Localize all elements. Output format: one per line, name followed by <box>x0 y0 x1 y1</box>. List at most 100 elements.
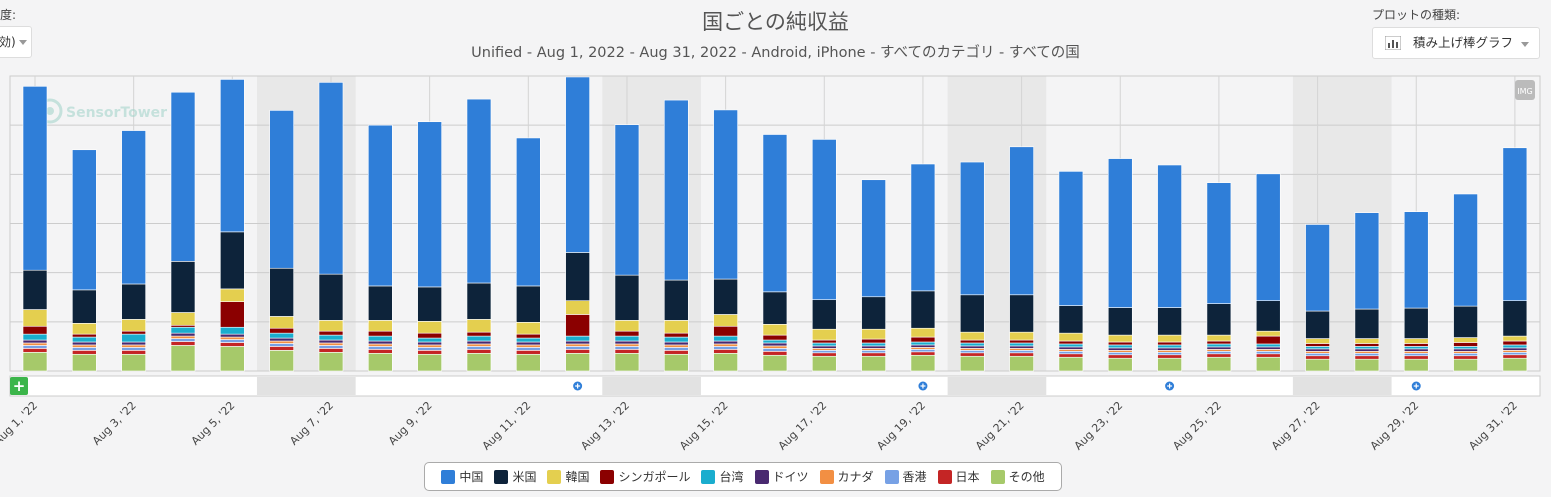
bar-segment[interactable] <box>121 130 146 285</box>
bar-segment[interactable] <box>1058 353 1084 358</box>
bar-segment[interactable] <box>663 350 689 355</box>
bar-segment[interactable] <box>1058 346 1084 350</box>
bar-segment[interactable] <box>318 345 344 349</box>
bar-stack[interactable] <box>121 130 146 372</box>
bar-stack[interactable] <box>910 163 936 372</box>
bar-segment[interactable] <box>1502 335 1528 342</box>
bar-segment[interactable] <box>1206 351 1232 355</box>
bar-segment[interactable] <box>1009 355 1034 372</box>
bar-segment[interactable] <box>861 355 886 372</box>
bar-segment[interactable] <box>811 299 837 330</box>
legend-item[interactable]: ドイツ <box>754 468 809 485</box>
bar-segment[interactable] <box>1009 339 1034 344</box>
bar-segment[interactable] <box>1354 355 1380 360</box>
add-annotation-button[interactable]: + <box>10 377 28 395</box>
bar-segment[interactable] <box>1157 357 1182 372</box>
bar-segment[interactable] <box>220 288 245 302</box>
bar-segment[interactable] <box>1255 173 1281 301</box>
bar-stack[interactable] <box>811 139 837 372</box>
bar-segment[interactable] <box>318 330 344 336</box>
bar-segment[interactable] <box>72 347 97 351</box>
bar-segment[interactable] <box>72 149 97 291</box>
bar-segment[interactable] <box>368 352 393 372</box>
bar-segment[interactable] <box>1255 300 1281 332</box>
bar-segment[interactable] <box>515 333 541 339</box>
bar-segment[interactable] <box>1403 211 1429 309</box>
bar-segment[interactable] <box>515 341 541 346</box>
bar-segment[interactable] <box>220 346 245 372</box>
bar-stack[interactable] <box>1354 212 1380 372</box>
bar-segment[interactable] <box>1305 338 1330 344</box>
bar-segment[interactable] <box>811 345 837 349</box>
bar-segment[interactable] <box>368 343 393 347</box>
bar-segment[interactable] <box>121 350 146 355</box>
bar-segment[interactable] <box>811 328 837 341</box>
bar-segment[interactable] <box>1255 351 1281 355</box>
bar-segment[interactable] <box>614 352 640 372</box>
bar-segment[interactable] <box>910 349 936 353</box>
bar-segment[interactable] <box>861 179 886 298</box>
bar-segment[interactable] <box>663 99 689 281</box>
legend-item[interactable]: 香港 <box>884 468 927 485</box>
bar-segment[interactable] <box>811 339 837 344</box>
bar-segment[interactable] <box>466 98 492 284</box>
legend-item[interactable]: シンガポール <box>600 468 690 485</box>
bar-segment[interactable] <box>1354 348 1380 352</box>
bar-segment[interactable] <box>1305 358 1330 372</box>
bar-segment[interactable] <box>713 335 738 342</box>
bar-segment[interactable] <box>1157 347 1182 351</box>
bar-segment[interactable] <box>663 347 689 351</box>
bar-segment[interactable] <box>22 342 48 346</box>
bar-segment[interactable] <box>1453 355 1478 360</box>
bar-segment[interactable] <box>1107 352 1133 356</box>
bar-segment[interactable] <box>1009 342 1034 347</box>
bar-segment[interactable] <box>762 348 788 352</box>
bar-segment[interactable] <box>318 334 344 341</box>
bar-segment[interactable] <box>1255 343 1281 348</box>
legend-item[interactable]: 台湾 <box>701 468 744 485</box>
bar-segment[interactable] <box>713 346 738 350</box>
bar-segment[interactable] <box>1453 348 1478 352</box>
bar-segment[interactable] <box>1206 334 1232 342</box>
bar-segment[interactable] <box>1206 356 1232 372</box>
bar-segment[interactable] <box>72 350 97 355</box>
bar-segment[interactable] <box>762 342 788 347</box>
bar-segment[interactable] <box>170 338 196 342</box>
bar-segment[interactable] <box>1009 350 1034 354</box>
bar-segment[interactable] <box>1354 352 1380 357</box>
bar-stack[interactable] <box>663 99 689 372</box>
bar-segment[interactable] <box>72 333 97 338</box>
bar-segment[interactable] <box>368 349 393 354</box>
bar-segment[interactable] <box>614 340 640 345</box>
bar-segment[interactable] <box>1453 346 1478 350</box>
bar-segment[interactable] <box>121 319 146 332</box>
bar-segment[interactable] <box>1255 346 1281 350</box>
bar-segment[interactable] <box>22 333 48 341</box>
bar-segment[interactable] <box>910 336 936 343</box>
bar-segment[interactable] <box>1502 147 1528 301</box>
bar-segment[interactable] <box>1058 305 1084 334</box>
bar-segment[interactable] <box>417 337 442 343</box>
bar-segment[interactable] <box>121 344 146 348</box>
bar-segment[interactable] <box>565 352 590 372</box>
bar-segment[interactable] <box>1206 182 1232 304</box>
bar-stack[interactable] <box>1453 193 1478 372</box>
bar-segment[interactable] <box>417 286 442 322</box>
bar-segment[interactable] <box>121 330 146 335</box>
bar-segment[interactable] <box>1255 335 1281 345</box>
bar-segment[interactable] <box>220 301 245 328</box>
bar-segment[interactable] <box>1354 343 1380 347</box>
bar-segment[interactable] <box>1403 352 1429 357</box>
bar-segment[interactable] <box>466 352 492 372</box>
bar-segment[interactable] <box>663 344 689 348</box>
legend-item[interactable]: 日本 <box>937 468 980 485</box>
bar-segment[interactable] <box>1403 338 1429 344</box>
bar-segment[interactable] <box>959 342 985 347</box>
bar-stack[interactable] <box>1502 147 1528 372</box>
bar-segment[interactable] <box>22 345 48 349</box>
bar-segment[interactable] <box>1107 347 1133 351</box>
bar-segment[interactable] <box>417 350 442 355</box>
bar-segment[interactable] <box>565 300 590 315</box>
bar-segment[interactable] <box>713 325 738 337</box>
bar-segment[interactable] <box>614 349 640 354</box>
